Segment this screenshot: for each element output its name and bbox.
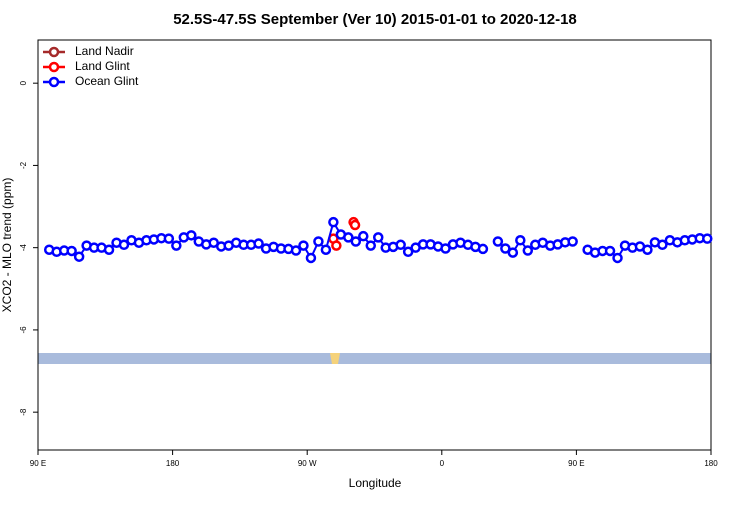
y-tick-label: -6 [19, 326, 28, 334]
series-point [171, 240, 182, 251]
x-tick-label: 180 [704, 459, 718, 468]
series-point [290, 245, 302, 256]
series-point [331, 240, 342, 251]
series-point [567, 236, 578, 247]
legend-swatch-point [48, 76, 60, 88]
legend-label: Land Glint [75, 59, 130, 73]
series-point [350, 236, 362, 247]
series-point [515, 235, 526, 246]
series-point [612, 252, 623, 264]
series-point [343, 232, 354, 243]
series-point [103, 244, 115, 255]
legend-label: Ocean Glint [75, 74, 139, 88]
y-tick-label: -2 [19, 161, 28, 169]
legend-swatch-point [48, 61, 60, 73]
series-point [395, 239, 406, 251]
x-tick-label: 90 E [568, 459, 584, 468]
legend-swatch-point [48, 46, 60, 58]
series-point [702, 233, 713, 244]
y-tick-label: 0 [19, 80, 28, 85]
series-point [298, 240, 309, 251]
series-point [328, 216, 339, 228]
series-point [440, 243, 451, 254]
plot-frame [37, 39, 712, 451]
x-tick-label: 180 [166, 459, 180, 468]
series-point [73, 251, 85, 262]
series-point [186, 230, 197, 241]
x-tick-label: 90 W [298, 459, 317, 468]
series-point [500, 243, 511, 254]
series-point [365, 240, 377, 251]
series-point [657, 239, 668, 251]
series-point [349, 219, 361, 231]
series-point [522, 245, 534, 256]
series-point [372, 232, 384, 243]
series-point [604, 245, 616, 257]
series-point [477, 243, 489, 255]
y-tick-label: -4 [19, 244, 28, 252]
series-point [358, 230, 369, 242]
x-tick-label: 0 [440, 459, 445, 468]
series-point [313, 236, 324, 247]
series-point [642, 244, 653, 255]
series-point [66, 245, 77, 257]
y-tick-label: -8 [19, 408, 28, 416]
series-point [492, 236, 504, 247]
series-point [402, 246, 414, 258]
series-point [305, 252, 317, 264]
land-mask-band [38, 353, 711, 364]
land-mask-land [330, 353, 340, 364]
x-tick-label: 90 E [30, 459, 46, 468]
legend-label: Land Nadir [75, 44, 134, 58]
chart-title: 52.5S-47.5S September (Ver 10) 2015-01-0… [173, 11, 577, 28]
series-point [507, 247, 519, 258]
x-axis-label: Longitude [349, 476, 402, 490]
y-axis-label: XCO2 - MLO trend (ppm) [0, 178, 14, 313]
series-point [320, 244, 332, 255]
series-point [253, 238, 264, 249]
series-point [163, 233, 175, 244]
series-point [118, 239, 130, 251]
